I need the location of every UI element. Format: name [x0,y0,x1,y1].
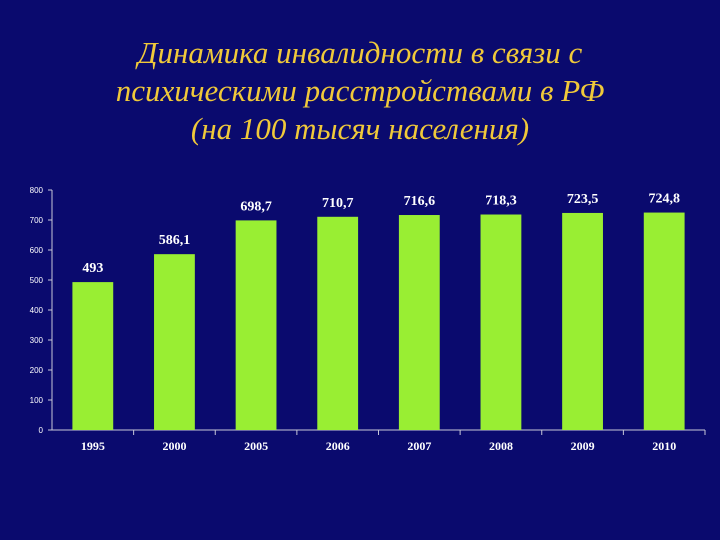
y-tick-label: 300 [30,336,44,345]
x-tick-label: 2008 [489,439,513,453]
bar [317,216,359,430]
y-tick-label: 100 [30,396,44,405]
bar [398,215,440,430]
title-line-2: психическими расстройствами в РФ [115,73,605,108]
y-tick-label: 800 [30,186,44,195]
y-tick-label: 0 [39,426,44,435]
bar [154,254,195,430]
chart-axes [48,189,706,435]
y-tick-label: 400 [30,306,44,315]
title-line-3: (на 100 тысяч населения) [190,111,530,146]
bar [480,214,522,430]
y-tick-label: 200 [30,366,44,375]
bar [235,220,277,430]
title-line-1: Динамика инвалидности в связи с [137,35,583,70]
y-tick-label: 600 [30,246,44,255]
x-tick-label: 2000 [162,439,186,453]
chart-bars [72,212,685,430]
chart-y-tick-labels: 0 100 200 300 400 500 600 700 800 [30,186,44,435]
chart-value-labels: 493 586,1 698,7 710,7 716,6 718,3 723,5 724,8 [82,192,680,277]
y-tick-label: 500 [30,276,44,285]
x-tick-label: 2010 [652,439,676,453]
value-label: 716,6 [404,194,436,209]
value-label: 698,7 [240,199,272,214]
x-tick-label: 2009 [571,439,595,453]
value-label: 718,3 [485,194,517,209]
bar [562,212,603,430]
x-tick-label: 2006 [326,439,350,453]
value-label: 493 [82,261,103,276]
x-tick-label: 1995 [81,439,105,453]
chart-title: Динамика инвалидности в связи с психичес… [0,34,720,148]
x-tick-label: 2007 [407,439,431,453]
y-tick-label: 700 [30,216,44,225]
bar [643,212,685,430]
value-label: 710,7 [322,196,354,211]
value-label: 723,5 [567,192,599,207]
chart-x-tick-labels: 1995 2000 2005 2006 2007 2008 2009 2010 [81,439,676,453]
x-tick-label: 2005 [244,439,268,453]
bar [72,282,114,430]
value-label: 586,1 [159,233,191,248]
value-label: 724,8 [648,192,680,207]
